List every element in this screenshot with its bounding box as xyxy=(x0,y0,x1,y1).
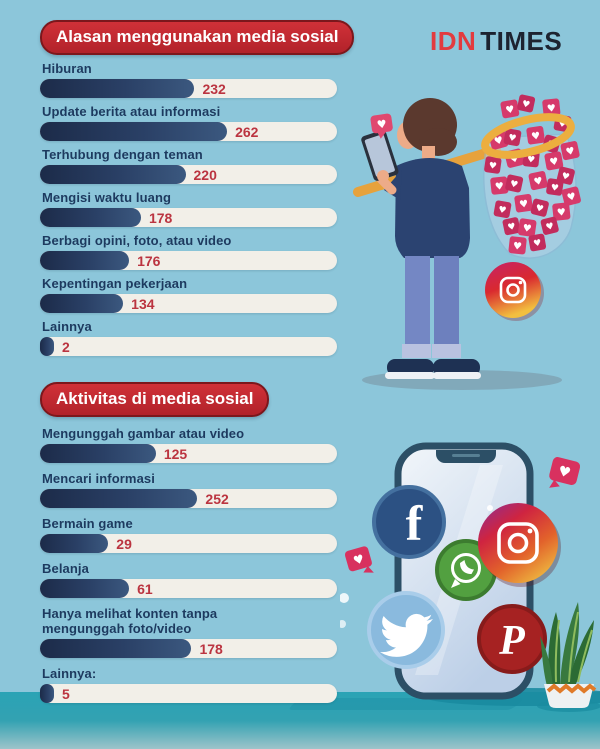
svg-text:f: f xyxy=(406,495,424,551)
bar-rows: Hiburan 232 Update berita atau informasi 26… xyxy=(40,61,382,356)
bar-fill xyxy=(40,122,228,141)
instagram-icon xyxy=(485,262,544,321)
bar-fill xyxy=(40,444,156,463)
idn-times-logo: IDN TIMES xyxy=(430,26,562,57)
bar-rows: Mengunggah gambar atau video 125 Mencari i… xyxy=(40,426,382,703)
bar-fill xyxy=(40,251,130,270)
section-activities: Aktivitas di media sosial Mengunggah gam… xyxy=(40,382,382,711)
section-title-badge: Alasan menggunakan media sosial xyxy=(40,20,355,55)
bar-track: 2 xyxy=(40,337,337,356)
bar-fill xyxy=(40,79,195,98)
bar-row: Update berita atau informasi 262 xyxy=(40,104,382,141)
bar-value: 61 xyxy=(137,580,153,597)
smartphone-social-illustration: f P ♥ xyxy=(340,442,600,712)
bar-value: 176 xyxy=(137,252,161,269)
bar-value: 178 xyxy=(148,209,173,226)
bar-track: 134 xyxy=(40,294,337,313)
bar-track: 5 xyxy=(40,684,337,703)
bar-fill xyxy=(40,165,186,184)
snake-plant xyxy=(537,602,600,712)
bar-label: Lainnya: xyxy=(42,666,97,681)
section-reasons: Alasan menggunakan media sosial Hiburan 2… xyxy=(40,20,382,362)
logo-times: TIMES xyxy=(480,26,563,56)
bar-fill xyxy=(40,639,192,658)
bar-value: 178 xyxy=(199,640,223,657)
bar-value: 5 xyxy=(61,685,70,702)
bar-row: Kepentingan pekerjaan 134 xyxy=(40,276,382,313)
bar-row: Terhubung dengan teman 220 xyxy=(40,147,382,184)
svg-text:P: P xyxy=(498,618,525,664)
bar-value: 134 xyxy=(131,295,155,312)
bar-value: 262 xyxy=(235,123,259,140)
bar-fill xyxy=(40,337,54,356)
bar-fill xyxy=(40,534,109,553)
bar-row: Mencari informasi 252 xyxy=(40,471,382,508)
bar-fill xyxy=(40,208,141,227)
net-of-likes-icon xyxy=(481,94,582,259)
like-notification-icon: ♥ xyxy=(370,113,393,139)
person-catching-likes-illustration: ♥ ♥ xyxy=(353,94,582,390)
bar-fill xyxy=(40,579,130,598)
facebook-icon: f xyxy=(372,485,446,559)
person xyxy=(361,98,481,379)
bar-track: 178 xyxy=(40,639,337,658)
logo-idn: IDN xyxy=(430,26,477,56)
bar-row: Bermain game 29 xyxy=(40,516,382,553)
bar-fill xyxy=(40,684,54,703)
twitter-icon xyxy=(367,591,445,669)
bar-row: Berbagi opini, foto, atau video 176 xyxy=(40,233,382,270)
bar-track: 252 xyxy=(40,489,337,508)
bar-label: Terhubung dengan teman xyxy=(42,147,203,162)
bar-row: Hanya melihat konten tanpa mengunggah fo… xyxy=(40,606,382,658)
like-bubble-icon: ♥ xyxy=(549,457,581,488)
bar-value: 220 xyxy=(193,166,217,183)
bar-label: Lainnya xyxy=(42,319,92,334)
bar-row: Belanja 61 xyxy=(40,561,382,598)
bar-value: 125 xyxy=(163,445,188,462)
bar-track: 29 xyxy=(40,534,337,553)
bar-value: 252 xyxy=(205,490,229,507)
bar-row: Lainnya 2 xyxy=(40,319,382,356)
bar-label: Mencari informasi xyxy=(42,471,155,486)
bar-value: 29 xyxy=(116,535,132,552)
bar-track: 232 xyxy=(40,79,337,98)
bar-row: Mengisi waktu luang 178 xyxy=(40,190,382,227)
bar-row: Mengunggah gambar atau video 125 xyxy=(40,426,382,463)
bar-fill xyxy=(40,489,198,508)
net-rim xyxy=(481,113,575,159)
section-title-badge: Aktivitas di media sosial xyxy=(40,382,270,417)
svg-text:♥: ♥ xyxy=(352,552,366,568)
smartphone-in-hand-icon xyxy=(361,130,399,181)
like-bubble-icon: ♥ xyxy=(344,546,374,573)
bar-label: Mengunggah gambar atau video xyxy=(42,426,245,441)
bar-track: 262 xyxy=(40,122,337,141)
bar-row: Hiburan 232 xyxy=(40,61,382,98)
bar-label: Hanya melihat konten tanpa mengunggah fo… xyxy=(42,606,218,636)
svg-text:♥: ♥ xyxy=(376,117,388,131)
svg-text:♥: ♥ xyxy=(556,463,572,482)
bar-label: Hiburan xyxy=(42,61,92,76)
instagram-icon xyxy=(478,503,561,587)
bar-label: Berbagi opini, foto, atau video xyxy=(42,233,232,248)
bar-label: Bermain game xyxy=(42,516,133,531)
bar-label: Mengisi waktu luang xyxy=(42,190,172,205)
bar-track: 220 xyxy=(40,165,337,184)
bar-label: Kepentingan pekerjaan xyxy=(42,276,188,291)
bar-row: Lainnya: 5 xyxy=(40,666,382,703)
bar-label: Update berita atau informasi xyxy=(42,104,221,119)
bar-track: 125 xyxy=(40,444,337,463)
bar-track: 61 xyxy=(40,579,337,598)
bar-track: 176 xyxy=(40,251,337,270)
bar-fill xyxy=(40,294,124,313)
bar-track: 178 xyxy=(40,208,337,227)
bar-value: 2 xyxy=(61,338,70,355)
bar-value: 232 xyxy=(202,80,226,97)
bar-label: Belanja xyxy=(42,561,89,576)
pinterest-icon: P xyxy=(477,604,547,674)
